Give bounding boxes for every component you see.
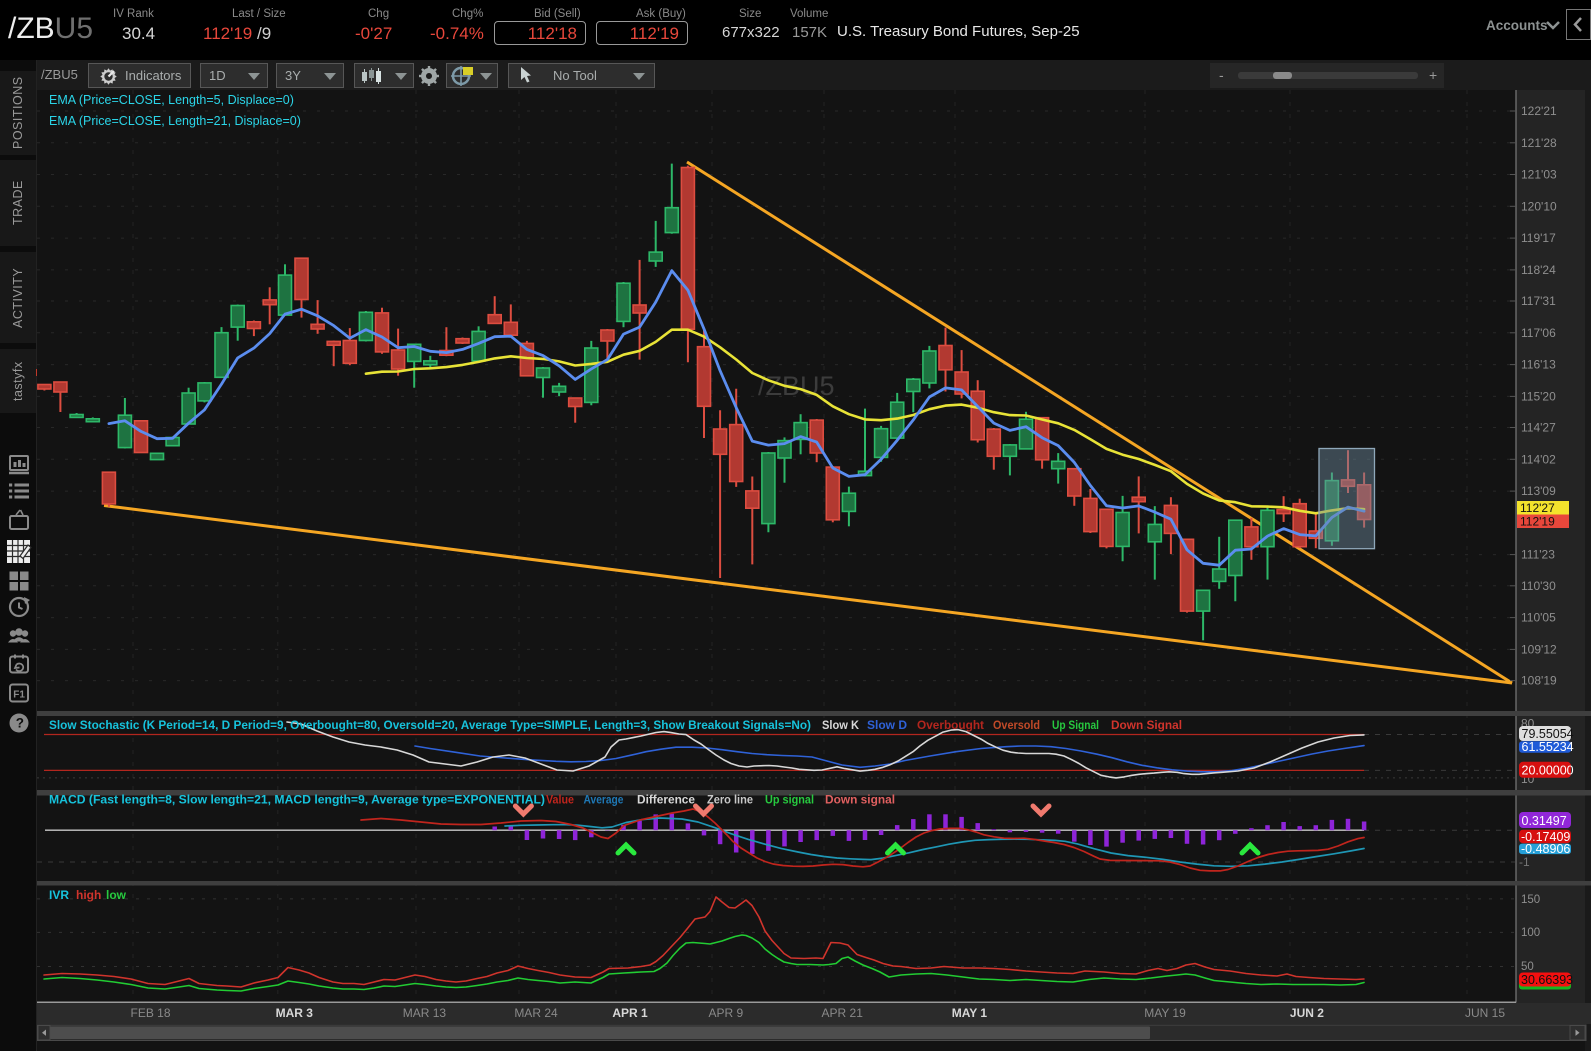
svg-text:MAR 3: MAR 3 (276, 1006, 314, 1020)
svg-text:Slow K: Slow K (822, 718, 859, 732)
svg-text:118'24: 118'24 (1521, 263, 1556, 277)
svg-text:115'20: 115'20 (1521, 389, 1556, 403)
svg-text:108'19: 108'19 (1521, 674, 1557, 688)
svg-text:Average: Average (584, 793, 624, 807)
svg-text:121'28: 121'28 (1521, 136, 1557, 150)
svg-text:112'27: 112'27 (1520, 501, 1555, 515)
svg-text:0.31497: 0.31497 (1522, 814, 1567, 828)
svg-text:61.55234: 61.55234 (1522, 740, 1574, 754)
svg-text:Value: Value (546, 793, 574, 807)
svg-text:/ZBU5: /ZBU5 (758, 371, 835, 401)
svg-text:Down signal: Down signal (825, 793, 895, 807)
svg-text:?: ? (16, 716, 24, 731)
svg-text:Difference: Difference (637, 793, 695, 807)
svg-text:117'06: 117'06 (1521, 326, 1556, 340)
svg-text:116'13: 116'13 (1521, 358, 1556, 372)
svg-text:F1: F1 (13, 690, 25, 701)
svg-text:122'21: 122'21 (1521, 104, 1557, 118)
svg-text:20.00000: 20.00000 (1522, 764, 1574, 778)
svg-text:109'12: 109'12 (1521, 642, 1557, 656)
svg-text:MAR 13: MAR 13 (403, 1006, 447, 1020)
svg-text:114'02: 114'02 (1521, 452, 1556, 466)
svg-text:JUN 2: JUN 2 (1290, 1006, 1324, 1020)
svg-text:79.55054: 79.55054 (1522, 727, 1574, 741)
svg-text:JUN 15: JUN 15 (1465, 1006, 1505, 1020)
svg-text:APR 9: APR 9 (708, 1006, 743, 1020)
svg-text:Oversold: Oversold (993, 718, 1040, 732)
svg-text:Up signal: Up signal (765, 793, 814, 807)
svg-text:low: low (106, 888, 127, 902)
svg-text:Up Signal: Up Signal (1052, 718, 1099, 732)
svg-text:EMA (Price=CLOSE, Length=5, Di: EMA (Price=CLOSE, Length=5, Displace=0) (49, 93, 294, 107)
svg-text:30.66393: 30.66393 (1521, 973, 1573, 987)
svg-text:-0.48906: -0.48906 (1521, 842, 1570, 856)
svg-text:113'09: 113'09 (1521, 484, 1556, 498)
svg-text:MAY 1: MAY 1 (952, 1006, 988, 1020)
svg-text:MAR 24: MAR 24 (514, 1006, 558, 1020)
svg-text:110'05: 110'05 (1521, 611, 1556, 625)
svg-text:-1: -1 (1519, 855, 1530, 869)
svg-text:Zero line: Zero line (707, 793, 753, 807)
svg-text:FEB 18: FEB 18 (130, 1006, 170, 1020)
svg-text:APR 1: APR 1 (612, 1006, 648, 1020)
svg-text:MACD (Fast length=8, Slow leng: MACD (Fast length=8, Slow length=21, MAC… (49, 793, 545, 807)
svg-text:121'03: 121'03 (1521, 168, 1557, 182)
svg-text:-0.17409: -0.17409 (1521, 830, 1570, 844)
svg-text:IVR: IVR (49, 888, 69, 902)
svg-text:111'23: 111'23 (1521, 548, 1555, 562)
svg-text:MAY 19: MAY 19 (1144, 1006, 1186, 1020)
svg-text:Down Signal: Down Signal (1111, 718, 1182, 732)
svg-text:119'17: 119'17 (1521, 231, 1556, 245)
svg-text:APR 21: APR 21 (822, 1006, 864, 1020)
svg-text:117'31: 117'31 (1521, 294, 1556, 308)
svg-text:114'27: 114'27 (1521, 421, 1556, 435)
svg-text:120'10: 120'10 (1521, 199, 1557, 213)
svg-text:110'30: 110'30 (1521, 579, 1556, 593)
svg-text:EMA (Price=CLOSE, Length=21, D: EMA (Price=CLOSE, Length=21, Displace=0) (49, 114, 301, 128)
svg-text:high: high (76, 888, 101, 902)
svg-text:Overbought: Overbought (917, 718, 984, 732)
svg-text:100: 100 (1521, 927, 1540, 939)
svg-text:112'19: 112'19 (1520, 515, 1555, 529)
svg-text:Slow D: Slow D (867, 718, 907, 732)
svg-text:Slow Stochastic (K Period=14,: Slow Stochastic (K Period=14, D Period=9… (49, 718, 811, 732)
svg-text:50: 50 (1521, 961, 1534, 973)
svg-text:150: 150 (1521, 894, 1540, 906)
